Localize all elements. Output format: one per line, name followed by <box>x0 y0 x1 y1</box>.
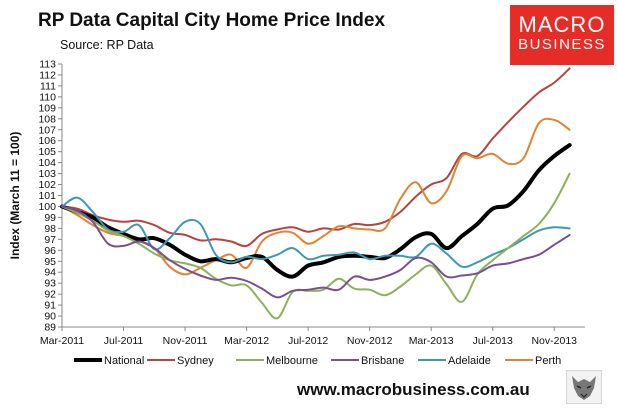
y-tick-label: 109 <box>38 102 56 114</box>
legend-label-adelaide: Adelaide <box>448 355 491 367</box>
series-line-brisbane <box>61 205 571 299</box>
x-tick-label: Jul-2013 <box>473 335 513 347</box>
chart-title: RP Data Capital City Home Price Index <box>38 10 386 31</box>
y-tick-label: 92 <box>44 289 56 301</box>
legend-label-melbourne: Melbourne <box>266 355 318 367</box>
y-tick-label: 89 <box>44 322 56 334</box>
logo-line-1: MACRO <box>518 12 606 37</box>
wolf-head-icon <box>566 370 602 404</box>
series-line-adelaide <box>61 196 571 269</box>
y-tick-label: 90 <box>44 311 56 323</box>
series-line-perth <box>61 117 571 276</box>
logo-line-2: BUSINESS <box>518 36 606 53</box>
chart-source: Source: RP Data <box>60 38 154 52</box>
y-tick-label: 96 <box>44 245 56 257</box>
y-tick-label: 97 <box>44 234 56 246</box>
y-axis-label: Index (March 11 = 100) <box>8 132 22 260</box>
legend-label-brisbane: Brisbane <box>361 355 404 367</box>
series-line-melbourne <box>61 172 571 320</box>
legend-label-sydney: Sydney <box>177 355 214 367</box>
y-tick-label: 91 <box>44 300 56 312</box>
x-tick-label: Jul-2012 <box>288 335 328 347</box>
x-tick-label: Nov-2013 <box>531 335 577 347</box>
x-tick-label: Jul-2011 <box>104 335 144 347</box>
y-tick-label: 105 <box>38 146 56 158</box>
series-line-sydney <box>61 67 571 248</box>
x-tick-label: Mar-2012 <box>224 335 269 347</box>
y-tick-label: 101 <box>38 190 56 202</box>
y-tick-label: 108 <box>38 113 56 125</box>
y-tick-label: 94 <box>44 267 56 279</box>
y-tick-label: 100 <box>38 201 56 213</box>
y-tick-label: 112 <box>39 69 56 81</box>
legend-label-national: National <box>104 355 144 367</box>
y-tick-label: 107 <box>38 124 56 136</box>
legend-label-perth: Perth <box>535 355 561 367</box>
macrobusiness-logo: MACRO BUSINESS <box>510 5 614 65</box>
y-tick-label: 95 <box>44 256 56 268</box>
y-tick-label: 110 <box>39 91 56 103</box>
x-tick-label: Mar-2013 <box>409 335 454 347</box>
y-tick-label: 102 <box>38 179 56 191</box>
x-tick-label: Nov-2012 <box>347 335 393 347</box>
y-tick-label: 106 <box>38 135 56 147</box>
y-tick-label: 104 <box>38 157 56 169</box>
y-tick-label: 113 <box>39 59 56 71</box>
footer-url: www.macrobusiness.com.au <box>297 380 530 399</box>
y-tick-label: 99 <box>44 212 56 224</box>
x-tick-label: Nov-2011 <box>163 335 208 347</box>
y-tick-label: 111 <box>40 80 56 92</box>
x-tick-label: Mar-2011 <box>40 335 84 347</box>
y-tick-label: 93 <box>44 278 56 290</box>
series-line-national <box>60 143 572 279</box>
y-tick-label: 98 <box>44 223 56 235</box>
y-tick-label: 103 <box>38 168 56 180</box>
